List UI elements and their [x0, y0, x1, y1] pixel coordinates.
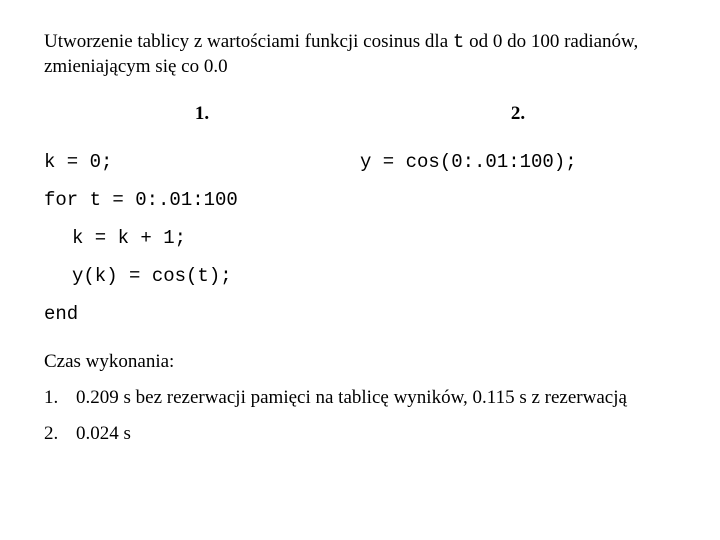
- column-2-header: 2.: [360, 103, 676, 125]
- intro-paragraph: Utworzenie tablicy z wartościami funkcji…: [44, 30, 676, 79]
- code-block-1: k = 0; for t = 0:.01:100 k = k + 1; y(k)…: [44, 143, 360, 333]
- list-item: 2. 0.024 s: [44, 423, 676, 445]
- code-line: y = cos(0:.01:100);: [360, 143, 676, 181]
- list-item-number: 2.: [44, 423, 76, 445]
- execution-time-list: 1. 0.209 s bez rezerwacji pamięci na tab…: [44, 387, 676, 445]
- execution-time-heading: Czas wykonania:: [44, 351, 676, 373]
- code-block-2: y = cos(0:.01:100);: [360, 143, 676, 181]
- columns-container: 1. k = 0; for t = 0:.01:100 k = k + 1; y…: [44, 103, 676, 333]
- list-item-text: 0.209 s bez rezerwacji pamięci na tablic…: [76, 387, 627, 409]
- code-line: k = 0;: [44, 143, 360, 181]
- code-line: for t = 0:.01:100: [44, 181, 360, 219]
- intro-var: t: [453, 31, 464, 53]
- code-line: end: [44, 295, 360, 333]
- list-item: 1. 0.209 s bez rezerwacji pamięci na tab…: [44, 387, 676, 409]
- intro-prefix: Utworzenie tablicy z wartościami funkcji…: [44, 31, 453, 52]
- column-2: 2. y = cos(0:.01:100);: [360, 103, 676, 333]
- list-item-number: 1.: [44, 387, 76, 409]
- list-item-text: 0.024 s: [76, 423, 131, 445]
- code-line: k = k + 1;: [44, 219, 360, 257]
- column-1: 1. k = 0; for t = 0:.01:100 k = k + 1; y…: [44, 103, 360, 333]
- document-page: Utworzenie tablicy z wartościami funkcji…: [0, 0, 720, 489]
- column-1-header: 1.: [44, 103, 360, 125]
- code-line: y(k) = cos(t);: [44, 257, 360, 295]
